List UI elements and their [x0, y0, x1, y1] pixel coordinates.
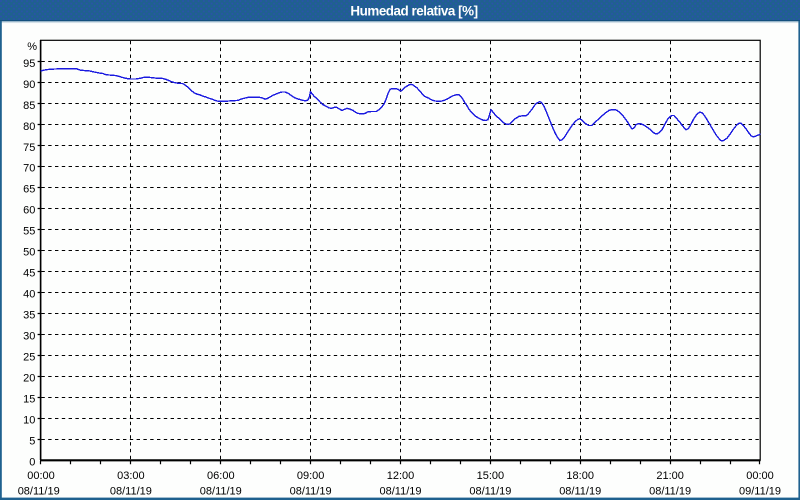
svg-text:55: 55	[23, 226, 35, 238]
svg-text:08/11/19: 08/11/19	[290, 485, 332, 497]
svg-text:45: 45	[23, 268, 35, 280]
svg-text:35: 35	[23, 310, 35, 322]
svg-text:15: 15	[23, 394, 35, 406]
svg-text:08/11/19: 08/11/19	[559, 485, 601, 497]
svg-text:20: 20	[23, 373, 35, 385]
svg-text:50: 50	[23, 247, 35, 259]
svg-text:03:00: 03:00	[117, 470, 145, 482]
svg-text:08/11/19: 08/11/19	[379, 485, 421, 497]
svg-text:65: 65	[23, 184, 35, 196]
svg-text:%: %	[27, 41, 37, 53]
svg-text:18:00: 18:00	[566, 470, 594, 482]
svg-text:06:00: 06:00	[207, 470, 235, 482]
svg-text:08/11/19: 08/11/19	[18, 485, 60, 497]
svg-text:60: 60	[23, 205, 35, 217]
svg-text:08/11/19: 08/11/19	[110, 485, 152, 497]
svg-text:30: 30	[23, 331, 35, 343]
svg-text:80: 80	[23, 121, 35, 133]
svg-text:95: 95	[23, 58, 35, 70]
svg-text:85: 85	[23, 100, 35, 112]
svg-text:0: 0	[29, 457, 35, 469]
svg-text:15:00: 15:00	[477, 470, 505, 482]
svg-text:40: 40	[23, 289, 35, 301]
svg-text:09/11/19: 09/11/19	[739, 485, 781, 497]
svg-text:Humedad relativa [%]: Humedad relativa [%]	[350, 3, 477, 18]
svg-text:09:00: 09:00	[297, 470, 325, 482]
svg-text:08/11/19: 08/11/19	[649, 485, 691, 497]
svg-text:00:00: 00:00	[746, 470, 774, 482]
svg-text:08/11/19: 08/11/19	[469, 485, 511, 497]
svg-text:08/11/19: 08/11/19	[200, 485, 242, 497]
svg-text:70: 70	[23, 163, 35, 175]
svg-text:21:00: 21:00	[656, 470, 684, 482]
svg-text:12:00: 12:00	[387, 470, 415, 482]
svg-text:00:00: 00:00	[27, 470, 55, 482]
svg-text:75: 75	[23, 142, 35, 154]
svg-text:90: 90	[23, 79, 35, 91]
svg-text:25: 25	[23, 352, 35, 364]
svg-text:10: 10	[23, 415, 35, 427]
svg-text:5: 5	[29, 436, 35, 448]
